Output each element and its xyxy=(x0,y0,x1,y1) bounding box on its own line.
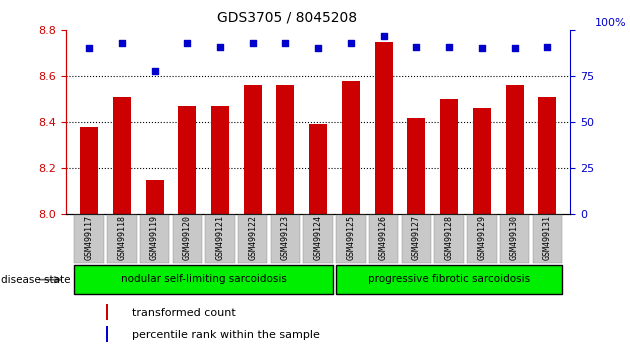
Y-axis label: 100%: 100% xyxy=(595,18,626,28)
Text: disease state: disease state xyxy=(1,275,71,285)
Bar xyxy=(107,215,137,263)
Bar xyxy=(146,180,164,214)
Bar xyxy=(106,326,108,342)
Point xyxy=(477,46,487,51)
Text: GSM499119: GSM499119 xyxy=(150,216,159,261)
Point xyxy=(444,44,454,50)
Text: progressive fibrotic sarcoidosis: progressive fibrotic sarcoidosis xyxy=(368,274,530,284)
Point xyxy=(411,44,421,50)
Text: GSM499126: GSM499126 xyxy=(379,216,388,261)
Bar xyxy=(538,97,556,214)
Bar xyxy=(408,118,425,214)
Bar xyxy=(277,85,294,214)
Bar xyxy=(304,215,333,263)
Bar xyxy=(336,266,562,294)
Point xyxy=(510,46,520,51)
Point xyxy=(182,40,192,46)
Bar xyxy=(211,106,229,214)
Point xyxy=(542,44,553,50)
Point xyxy=(313,46,323,51)
Bar xyxy=(113,97,131,214)
Bar xyxy=(440,99,458,214)
Bar xyxy=(375,42,392,214)
Text: percentile rank within the sample: percentile rank within the sample xyxy=(132,330,319,340)
Bar xyxy=(271,215,300,263)
Bar xyxy=(238,215,267,263)
Text: GSM499121: GSM499121 xyxy=(215,216,224,261)
Bar xyxy=(401,215,431,263)
Bar xyxy=(309,125,327,214)
Point xyxy=(248,40,258,46)
Bar xyxy=(74,266,333,294)
Bar xyxy=(336,215,365,263)
Text: GSM499131: GSM499131 xyxy=(542,216,552,261)
Text: transformed count: transformed count xyxy=(132,308,236,318)
Bar xyxy=(342,81,360,214)
Text: GSM499128: GSM499128 xyxy=(445,216,454,261)
Text: GSM499127: GSM499127 xyxy=(412,216,421,261)
Bar xyxy=(106,304,108,320)
Bar xyxy=(532,215,562,263)
Text: GSM499123: GSM499123 xyxy=(281,216,290,261)
Point xyxy=(346,40,356,46)
Point xyxy=(215,44,225,50)
Point xyxy=(149,68,159,73)
Text: GDS3705 / 8045208: GDS3705 / 8045208 xyxy=(217,11,357,25)
Bar xyxy=(74,215,104,263)
Text: nodular self-limiting sarcoidosis: nodular self-limiting sarcoidosis xyxy=(121,274,287,284)
Point xyxy=(117,40,127,46)
Text: GSM499129: GSM499129 xyxy=(478,216,486,261)
Bar xyxy=(505,85,524,214)
Bar xyxy=(472,108,491,214)
Bar xyxy=(244,85,261,214)
Text: GSM499122: GSM499122 xyxy=(248,216,257,261)
Bar xyxy=(500,215,529,263)
Text: GSM499125: GSM499125 xyxy=(346,216,355,261)
Text: GSM499124: GSM499124 xyxy=(314,216,323,261)
Point xyxy=(84,46,94,51)
Bar xyxy=(467,215,496,263)
Text: GSM499130: GSM499130 xyxy=(510,216,519,261)
Bar xyxy=(434,215,464,263)
Bar xyxy=(205,215,235,263)
Bar xyxy=(178,106,196,214)
Bar xyxy=(369,215,398,263)
Text: GSM499120: GSM499120 xyxy=(183,216,192,261)
Point xyxy=(379,33,389,39)
Bar xyxy=(140,215,169,263)
Bar xyxy=(173,215,202,263)
Point xyxy=(280,40,290,46)
Bar xyxy=(80,127,98,214)
Text: GSM499118: GSM499118 xyxy=(117,216,126,261)
Text: GSM499117: GSM499117 xyxy=(84,216,94,261)
